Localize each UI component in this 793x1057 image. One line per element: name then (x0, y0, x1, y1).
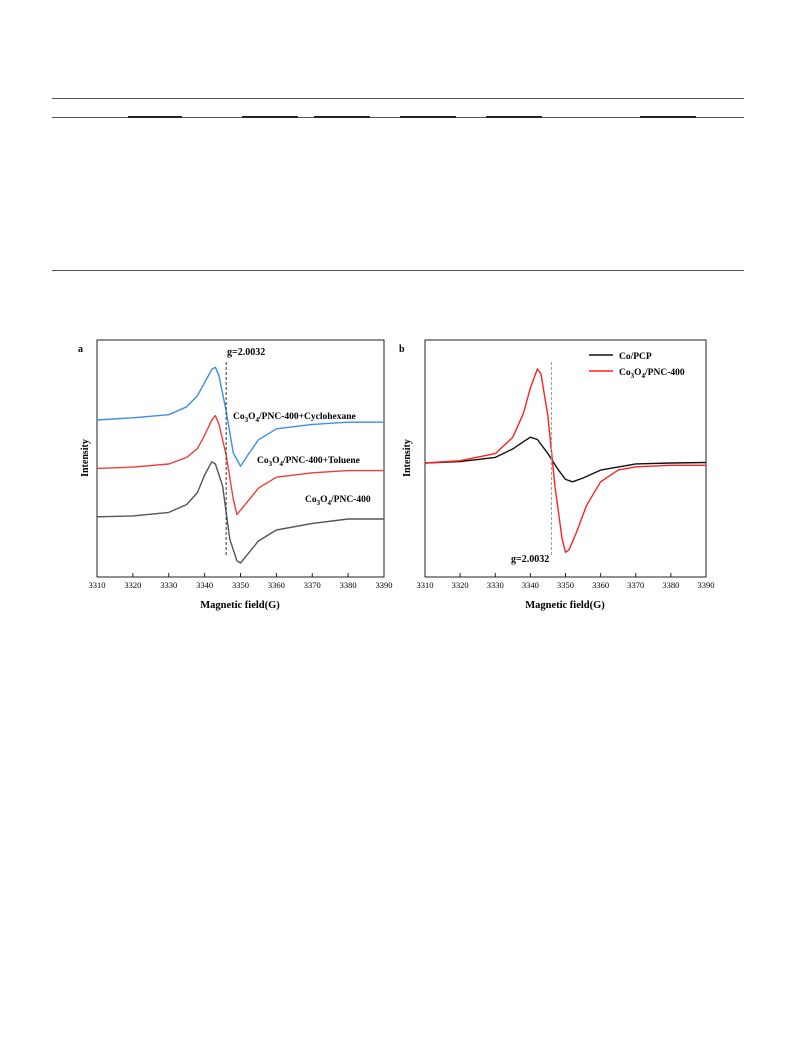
panel-label: b (399, 344, 405, 355)
x-tick-label: 3310 (417, 580, 434, 590)
x-ticks: 3310 3320 3330 3340 3350 3360 3370 3380 3390 (89, 573, 393, 590)
x-tick-label: 3360 (592, 580, 609, 590)
series-label-cyclohexane: Co3O4/PNC-400+Cyclohexane (233, 412, 356, 424)
column-rule (400, 116, 456, 118)
legend-label-co-pcp: Co/PCP (619, 352, 652, 362)
column-rule (314, 116, 370, 118)
x-tick-label: 3330 (160, 580, 177, 590)
g-value-annotation: g=2.0032 (511, 554, 549, 565)
series-line-1 (96, 414, 384, 516)
y-axis-label: Intensity (80, 439, 91, 477)
series-line-2 (96, 461, 384, 564)
column-rule (128, 116, 182, 118)
x-axis-label: Magnetic field(G) (200, 600, 280, 611)
x-tick-label: 3340 (196, 580, 213, 590)
x-tick-label: 3380 (662, 580, 679, 590)
series-label-pnc400: Co3O4/PNC-400 (305, 495, 371, 507)
table-bottom-rule (52, 270, 744, 271)
series-line-0 (96, 366, 384, 467)
x-tick-label: 3350 (557, 580, 574, 590)
x-ticks: 3310 3320 3330 3340 3350 3360 3370 3380 3390 (417, 573, 715, 590)
epr-chart-panel-a: a Intensity Magnetic field(G) 3310 3320 33… (78, 339, 393, 611)
legend: Co/PCP Co3O4/PNC-400 (589, 352, 685, 380)
column-rule (486, 116, 542, 118)
g-value-annotation: g=2.0032 (227, 347, 265, 358)
table-top-rule (52, 98, 744, 99)
series-line-1 (424, 368, 706, 553)
column-rule (640, 116, 696, 118)
y-axis-label: Intensity (402, 439, 413, 477)
x-tick-label: 3310 (89, 580, 106, 590)
legend-label-pnc400: Co3O4/PNC-400 (619, 368, 685, 380)
series-lines (424, 368, 707, 553)
x-tick-label: 3350 (232, 580, 249, 590)
panel-label: a (78, 344, 83, 355)
x-tick-label: 3390 (698, 580, 715, 590)
x-tick-label: 3320 (124, 580, 141, 590)
x-axis-label: Magnetic field(G) (525, 600, 605, 611)
x-tick-label: 3330 (487, 580, 504, 590)
column-rule (242, 116, 298, 118)
x-tick-label: 3370 (304, 580, 321, 590)
series-label-toluene: Co3O4/PNC-400+Toluene (257, 456, 360, 468)
x-tick-label: 3360 (268, 580, 285, 590)
x-tick-label: 3340 (522, 580, 539, 590)
epr-chart-panel-b: b Intensity Magnetic field(G) 3310 3320 33… (399, 339, 715, 611)
x-tick-label: 3320 (452, 580, 469, 590)
table-header-rule (52, 117, 744, 118)
x-tick-label: 3370 (627, 580, 644, 590)
x-tick-label: 3390 (376, 580, 393, 590)
x-tick-label: 3380 (340, 580, 357, 590)
